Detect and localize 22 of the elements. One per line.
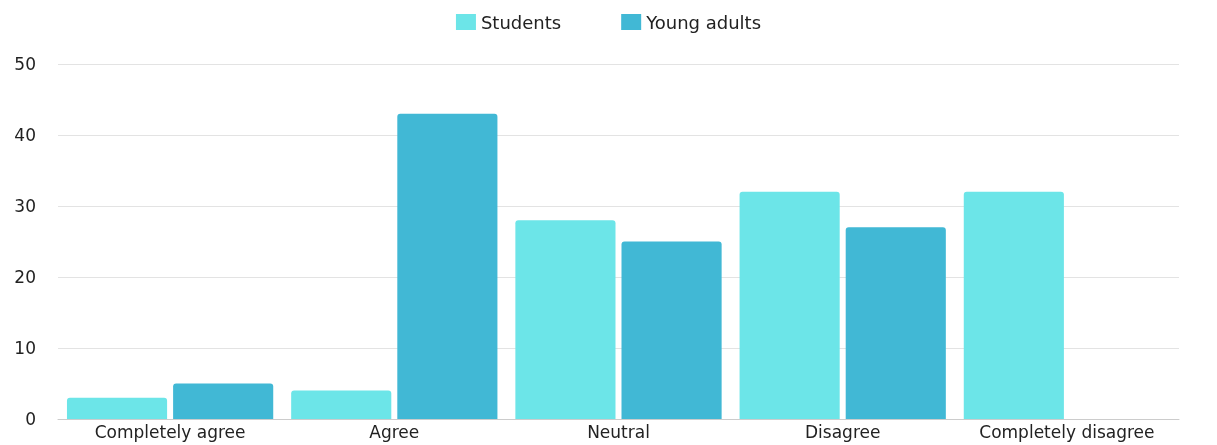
bar: [621, 241, 722, 419]
y-tick-label: 0: [25, 409, 36, 429]
y-tick-label: 50: [14, 54, 36, 74]
bar: [173, 383, 274, 419]
legend-label: Young adults: [645, 11, 762, 33]
y-tick-label: 30: [14, 196, 36, 216]
x-tick-label: Disagree: [804, 421, 881, 442]
bar: [739, 191, 840, 419]
bar: [963, 191, 1064, 419]
x-tick-label: Completely agree: [94, 421, 246, 442]
bar: [515, 220, 616, 419]
bar: [66, 397, 168, 419]
bar: [845, 227, 946, 419]
y-tick-label: 10: [14, 338, 36, 358]
legend-label: Students: [480, 11, 562, 33]
x-tick-label: Completely disagree: [979, 421, 1155, 442]
x-tick-label: Neutral: [587, 421, 650, 442]
bar: [291, 390, 392, 419]
y-tick-label: 40: [14, 125, 36, 145]
bar: [397, 113, 498, 419]
y-tick-label: 20: [14, 267, 36, 287]
x-tick-label: Agree: [369, 421, 420, 442]
